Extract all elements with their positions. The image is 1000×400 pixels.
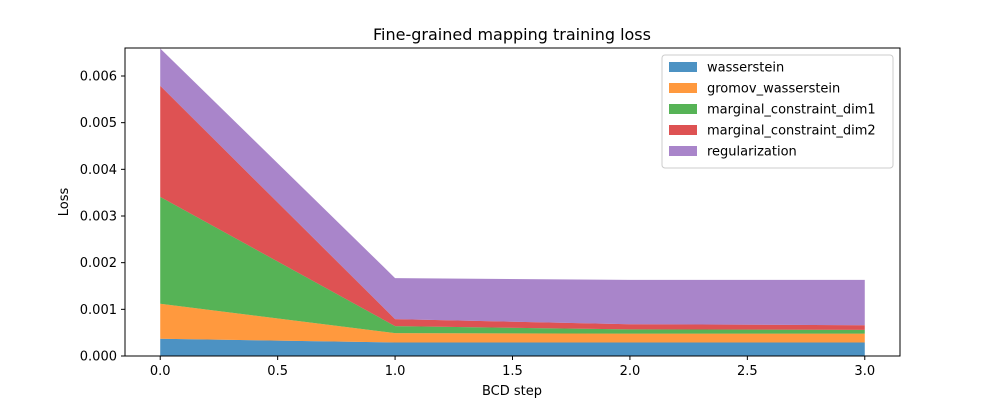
y-axis-ticks: 0.000 0.001 0.002 0.003 0.004 0.005 0.006	[80, 70, 125, 365]
y-tick-label: 0.002	[80, 256, 117, 271]
y-tick-label: 0.001	[80, 303, 117, 318]
legend-label-wasserstein: wasserstein	[707, 61, 784, 76]
legend-label-regularization: regularization	[707, 145, 797, 160]
x-tick-label: 1.5	[502, 364, 523, 379]
y-tick-label: 0.004	[80, 163, 117, 178]
legend-box	[661, 54, 894, 169]
legend-swatch-gromov-wasserstein	[669, 83, 697, 93]
legend-label-gromov-wasserstein: gromov_wasserstein	[707, 82, 840, 97]
x-tick-label: 2.0	[620, 364, 641, 379]
x-tick-label: 0.5	[267, 364, 288, 379]
x-axis-label: BCD step	[482, 384, 542, 399]
chart-title: Fine-grained mapping training loss	[373, 25, 651, 44]
x-tick-label: 0.0	[150, 364, 171, 379]
y-tick-label: 0.006	[80, 70, 117, 85]
area-wasserstein	[160, 338, 865, 356]
legend-swatch-wasserstein	[669, 62, 697, 72]
y-tick-label: 0.005	[80, 116, 117, 131]
y-tick-label: 0.003	[80, 210, 117, 225]
area-gromov-wasserstein	[160, 303, 865, 343]
y-axis-label: Loss	[57, 188, 72, 217]
area-regularization	[160, 48, 865, 326]
x-tick-label: 3.0	[854, 364, 875, 379]
legend-swatch-marginal-constraint-dim2	[669, 125, 697, 135]
x-tick-label: 2.5	[737, 364, 758, 379]
legend-swatch-marginal-constraint-dim1	[669, 104, 697, 114]
legend-swatch-regularization	[669, 146, 697, 156]
x-axis-ticks: 0.0 0.5 1.0 1.5 2.0 2.5 3.0	[150, 356, 875, 379]
legend: wasserstein gromov_wasserstein marginal_co…	[661, 54, 894, 169]
area-marginal-constraint-dim1	[160, 196, 865, 334]
area-layers	[160, 48, 865, 356]
area-marginal-constraint-dim2	[160, 85, 865, 330]
legend-label-marginal-constraint-dim1: marginal_constraint_dim1	[707, 103, 876, 118]
x-tick-label: 1.0	[385, 364, 406, 379]
y-tick-label: 0.000	[80, 350, 117, 365]
legend-label-marginal-constraint-dim2: marginal_constraint_dim2	[707, 124, 876, 139]
